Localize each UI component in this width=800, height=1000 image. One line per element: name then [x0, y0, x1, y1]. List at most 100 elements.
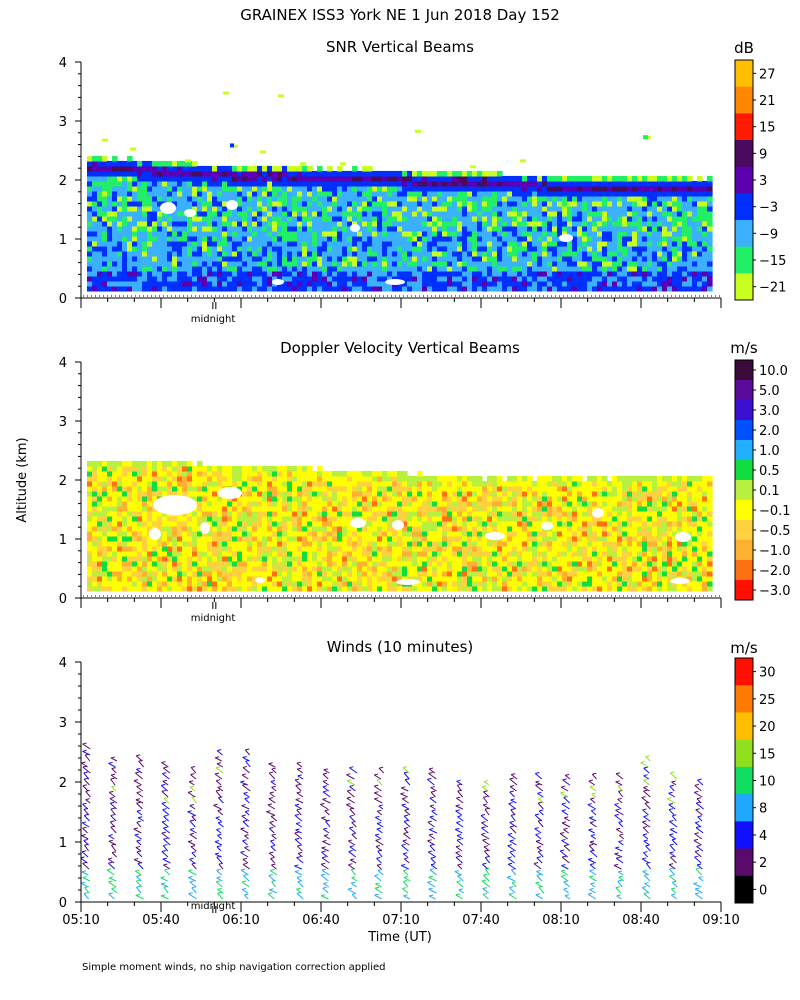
field-cell [312, 285, 318, 292]
field-cell [542, 260, 548, 267]
field-cell [377, 225, 383, 232]
field-cell [197, 265, 203, 272]
field-cell [292, 215, 298, 222]
field-cell [117, 490, 123, 497]
field-cell [192, 570, 198, 577]
field-cell [172, 260, 178, 267]
field-cell [387, 180, 393, 187]
field-cell [182, 560, 188, 567]
field-cell [267, 560, 273, 567]
field-cell [402, 520, 408, 527]
field-cell [367, 260, 373, 267]
field-cell [177, 165, 183, 172]
field-cell [117, 470, 123, 477]
field-cell [187, 545, 193, 552]
field-cell [227, 500, 233, 507]
field-cell [567, 260, 573, 267]
field-cell [657, 255, 663, 262]
field-cell [212, 275, 218, 282]
field-cell [697, 265, 703, 272]
field-cell [92, 285, 98, 292]
field-cell [457, 575, 463, 582]
field-cell [242, 565, 248, 572]
field-cell [337, 580, 343, 587]
field-cell [92, 225, 98, 232]
field-cell [242, 225, 248, 232]
colorbar-label: 3 [759, 174, 767, 189]
field-cell [347, 540, 353, 547]
field-cell [512, 270, 518, 277]
field-cell [372, 225, 378, 232]
field-cell [317, 225, 323, 232]
field-cell [422, 510, 428, 517]
field-cell [212, 245, 218, 252]
field-cell [232, 540, 238, 547]
field-cell [677, 185, 683, 192]
field-cell [432, 190, 438, 197]
field-cell [667, 225, 673, 232]
field-cell [412, 200, 418, 207]
field-cell [207, 180, 213, 187]
field-cell [97, 535, 103, 542]
field-cell [512, 275, 518, 282]
field-cell [307, 275, 313, 282]
field-cell [282, 195, 288, 202]
field-cell [547, 215, 553, 222]
field-cell [102, 160, 108, 167]
field-cell [242, 580, 248, 587]
field-cell [317, 240, 323, 247]
field-cell [467, 200, 473, 207]
field-cell [457, 270, 463, 277]
field-cell [157, 185, 163, 192]
field-cell [372, 215, 378, 222]
field-cell [187, 285, 193, 292]
field-cell [562, 195, 568, 202]
field-cell [187, 585, 193, 592]
field-cell [337, 530, 343, 537]
field-cell [252, 530, 258, 537]
field-cell [457, 585, 463, 592]
field-cell [247, 215, 253, 222]
field-cell [302, 470, 308, 477]
field-cell [517, 245, 523, 252]
field-cell [482, 215, 488, 222]
field-cell [387, 545, 393, 552]
field-cell [177, 240, 183, 247]
field-cell [562, 270, 568, 277]
field-cell [382, 545, 388, 552]
field-cell [352, 555, 358, 562]
field-cell [572, 285, 578, 292]
field-cell [177, 225, 183, 232]
field-cell [212, 475, 218, 482]
field-cell [547, 255, 553, 262]
field-cell [197, 470, 203, 477]
field-cell [302, 565, 308, 572]
field-cell [112, 175, 118, 182]
field-cell [282, 495, 288, 502]
snr-colorbar-unit: dB [734, 39, 754, 57]
field-cell [172, 475, 178, 482]
field-cell [292, 545, 298, 552]
field-cell [147, 180, 153, 187]
field-cell [642, 175, 648, 182]
field-cell [522, 205, 528, 212]
field-cell [277, 215, 283, 222]
field-cell [457, 250, 463, 257]
field-cell [517, 285, 523, 292]
field-cell [397, 195, 403, 202]
field-cell [682, 215, 688, 222]
field-cell [147, 230, 153, 237]
field-cell [287, 560, 293, 567]
field-cell [447, 260, 453, 267]
field-cell [597, 215, 603, 222]
field-cell [547, 175, 553, 182]
field-cell [357, 490, 363, 497]
field-cell [162, 240, 168, 247]
field-cell [557, 185, 563, 192]
field-cell [617, 255, 623, 262]
field-cell [497, 260, 503, 267]
field-cell [432, 195, 438, 202]
field-cell [197, 195, 203, 202]
field-cell [137, 280, 143, 287]
field-cell [442, 250, 448, 257]
